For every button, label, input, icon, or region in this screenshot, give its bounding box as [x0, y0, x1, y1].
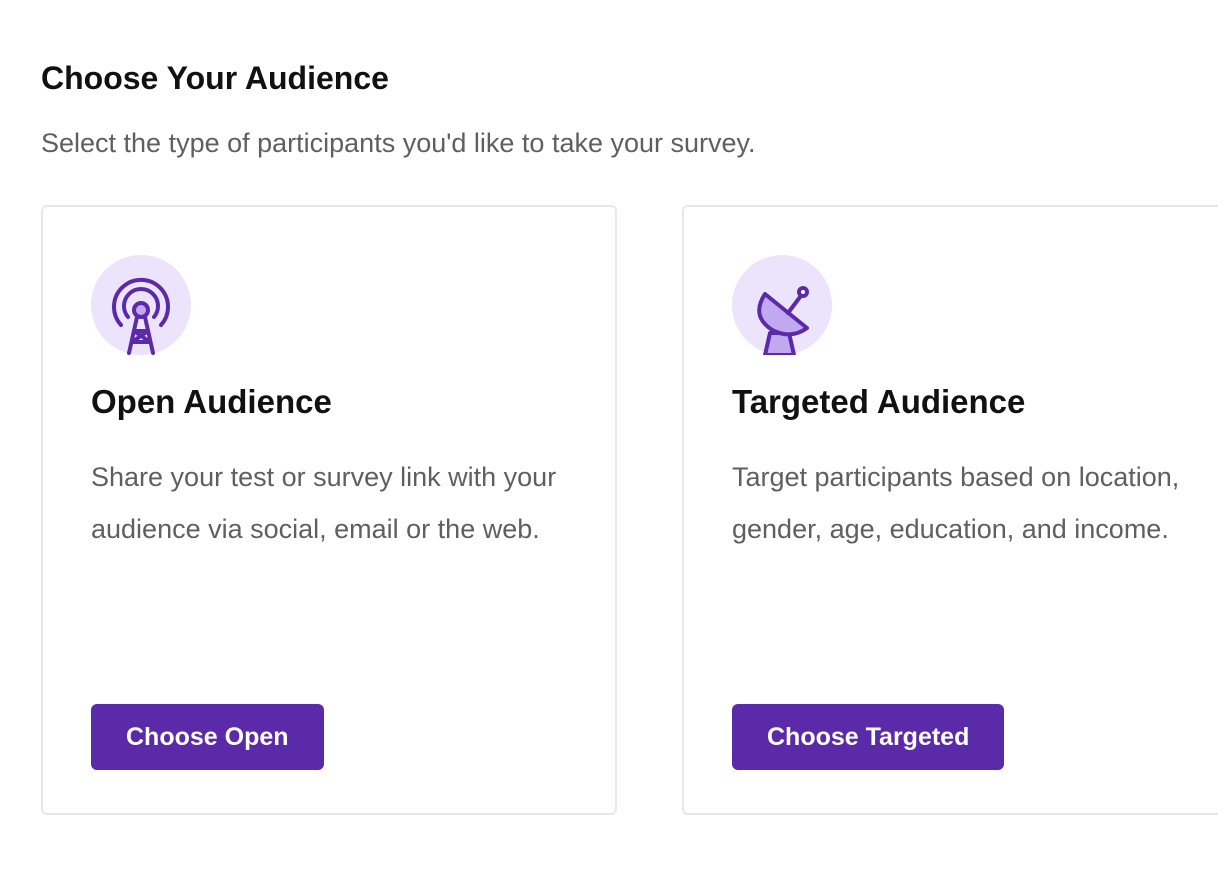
targeted-audience-card: Targeted Audience Target participants ba…: [682, 205, 1218, 815]
satellite-dish-icon: [732, 255, 832, 357]
card-description: Share your test or survey link with your…: [91, 462, 557, 544]
card-title: Targeted Audience: [732, 383, 1026, 420]
card-description: Target participants based on location, g…: [732, 462, 1180, 544]
card-title: Open Audience: [91, 383, 332, 420]
open-audience-card: Open Audience Share your test or survey …: [41, 205, 617, 815]
radio-tower-icon: [91, 255, 191, 355]
choose-targeted-button[interactable]: Choose Targeted: [732, 704, 1005, 770]
page-title: Choose Your Audience: [41, 60, 389, 96]
page-subtitle: Select the type of participants you'd li…: [41, 128, 756, 158]
choose-open-button[interactable]: Choose Open: [91, 704, 324, 770]
